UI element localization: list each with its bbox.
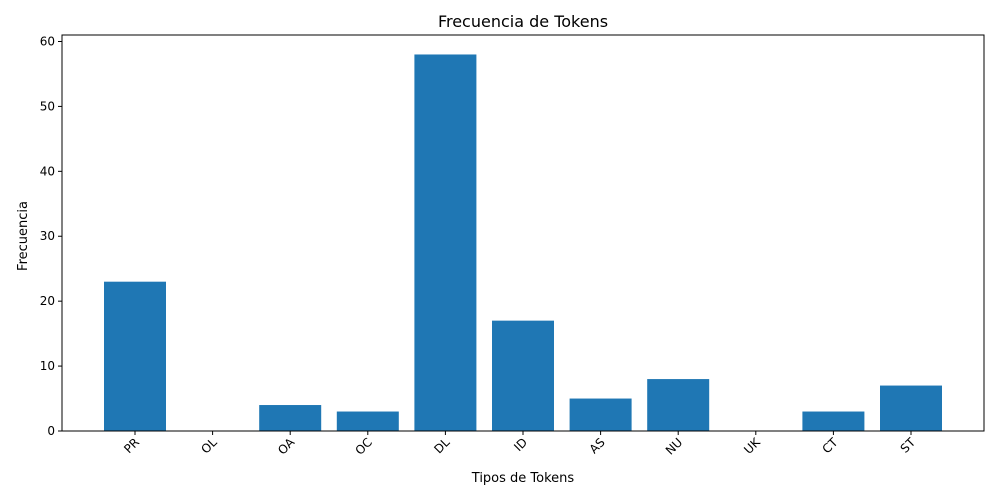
x-tick-label: PR (121, 435, 142, 456)
y-tick-label: 40 (40, 164, 55, 178)
bar-nu (647, 379, 710, 431)
bar-st (880, 385, 942, 431)
x-tick-label: OL (198, 435, 220, 457)
y-tick-label: 30 (40, 229, 55, 243)
bar-ct (802, 411, 865, 431)
x-tick-label: UK (741, 434, 763, 456)
bar-id (492, 320, 554, 431)
plot-frame (61, 34, 985, 432)
x-tick-label: ID (511, 435, 530, 454)
y-tick-label: 50 (40, 99, 55, 113)
x-tick-label: OA (275, 435, 298, 458)
x-tick-label: NU (663, 435, 685, 457)
y-axis-label: Frecuencia (16, 201, 31, 271)
x-tick-label: AS (587, 435, 608, 456)
y-tick-label: 0 (47, 424, 55, 438)
x-tick-label: OC (352, 435, 375, 458)
x-tick-label: ST (898, 435, 919, 456)
chart-title: Frecuencia de Tokens (438, 12, 608, 31)
y-tick-label: 20 (40, 294, 55, 308)
bar-oa (259, 405, 322, 431)
x-tick-label: CT (820, 435, 841, 456)
bar-oc (336, 411, 399, 431)
x-axis-label: Tipos de Tokens (471, 471, 575, 486)
bars-group (104, 54, 942, 432)
bar-dl (414, 54, 477, 432)
x-ticks-group: PR OL OA OC DL ID AS NU UK CT ST (121, 431, 919, 458)
y-tick-label: 60 (40, 34, 55, 48)
bar-pr (104, 281, 166, 431)
x-tick-label: DL (431, 435, 452, 456)
bar-as (569, 398, 632, 431)
y-ticks-group: 0 10 20 30 40 50 60 (40, 34, 62, 438)
y-tick-label: 10 (40, 359, 55, 373)
